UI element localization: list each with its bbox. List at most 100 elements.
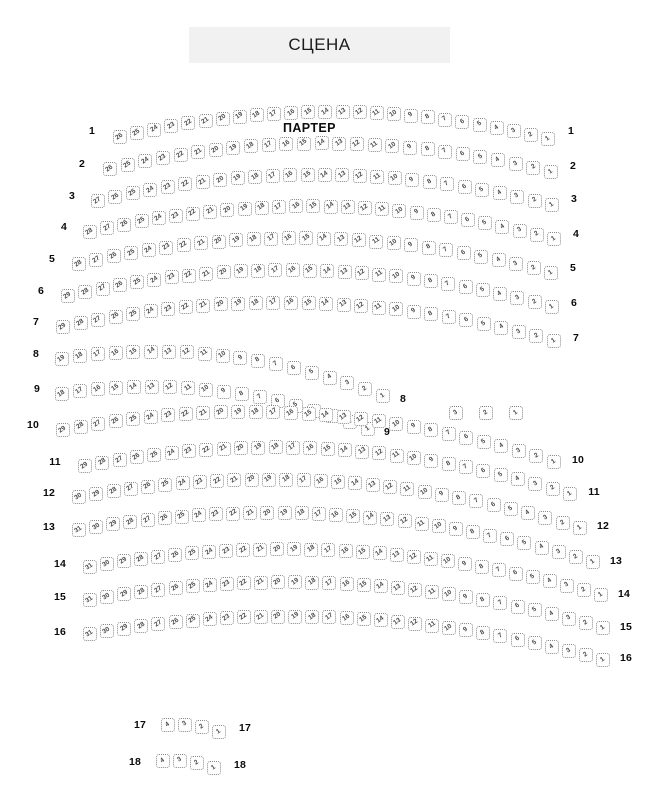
seat[interactable]: 18 [248,405,263,420]
seat[interactable]: 6 [459,313,474,328]
seat[interactable]: 1 [544,266,558,280]
seat[interactable]: 3 [173,753,187,768]
seat[interactable]: 18 [248,295,263,310]
seat[interactable]: 17 [322,576,337,591]
seat[interactable]: 8 [424,307,439,322]
seat[interactable]: 14 [320,264,335,279]
seat[interactable]: 3 [510,290,525,305]
seat[interactable]: 22 [226,506,241,521]
seat[interactable]: 23 [164,119,179,134]
seat[interactable]: 22 [181,116,196,131]
seat[interactable]: 15 [301,105,316,120]
seat[interactable]: 8 [476,626,491,641]
seat[interactable]: 24 [164,445,179,460]
seat[interactable]: 22 [176,238,191,253]
seat[interactable]: 4 [542,574,557,589]
seat[interactable]: 6 [510,632,525,647]
seat[interactable]: 13 [365,478,380,493]
seat[interactable]: 2 [529,329,544,344]
seat[interactable]: 10 [392,203,407,218]
seat[interactable]: 1 [545,198,559,212]
seat[interactable]: 9 [406,304,421,319]
seat[interactable]: 2 [527,295,542,310]
seat[interactable]: 2 [479,406,493,420]
seat[interactable]: 22 [178,300,193,315]
seat[interactable]: 1 [594,588,608,602]
seat[interactable]: 1 [547,334,561,348]
seat[interactable]: 22 [178,177,193,192]
seat[interactable]: 19 [288,609,303,624]
seat[interactable]: 5 [304,365,319,380]
seat[interactable]: 8 [251,353,266,368]
seat[interactable]: 14 [127,380,141,395]
seat[interactable]: 25 [158,477,173,492]
seat[interactable]: 5 [473,150,488,164]
seat[interactable]: 21 [254,575,268,590]
seat[interactable]: 2 [555,515,570,530]
seat[interactable]: 14 [318,105,333,119]
seat[interactable]: 9 [459,590,474,605]
seat[interactable]: 5 [478,216,493,231]
seat[interactable]: 20 [260,505,275,520]
seat[interactable]: 27 [151,582,166,597]
seat[interactable]: 11 [423,552,438,566]
seat[interactable]: 24 [138,154,153,169]
seat[interactable]: 31 [72,523,86,537]
seat[interactable]: 17 [311,507,326,522]
seat[interactable]: 15 [297,136,312,151]
seat[interactable]: 2 [576,583,591,598]
seat[interactable]: 31 [83,593,97,607]
seat[interactable]: 18 [268,440,283,455]
seat[interactable]: 7 [469,494,484,509]
seat[interactable]: 3 [449,406,463,420]
seat[interactable]: 13 [145,379,159,394]
seat[interactable]: 14 [314,136,329,151]
seat[interactable]: 17 [90,347,105,362]
seat[interactable]: 19 [237,201,252,216]
seat[interactable]: 5 [475,182,490,197]
seat[interactable]: 18 [72,349,87,364]
seat[interactable]: 12 [357,201,372,216]
seat[interactable]: 1 [573,521,587,535]
seat[interactable]: 5 [503,501,518,516]
seat[interactable]: 30 [100,624,115,639]
seat[interactable]: 17 [268,263,283,278]
seat[interactable]: 6 [486,497,501,512]
seat[interactable]: 4 [491,253,506,268]
seat[interactable]: 15 [356,611,371,626]
seat[interactable]: 25 [120,157,135,172]
seat[interactable]: 12 [163,380,177,395]
seat[interactable]: 18 [305,609,320,624]
seat[interactable]: 10 [386,236,401,251]
seat[interactable]: 22 [182,268,196,283]
seat[interactable]: 9 [434,487,449,502]
seat[interactable]: 5 [472,117,487,132]
seat[interactable]: 26 [117,217,132,232]
seat[interactable]: 16 [279,137,294,152]
seat[interactable]: 9 [404,108,419,123]
seat[interactable]: 28 [83,225,97,239]
seat[interactable]: 8 [424,274,438,288]
seat[interactable]: 9 [404,238,419,253]
seat[interactable]: 20 [271,575,286,590]
seat[interactable]: 7 [459,460,474,475]
seat[interactable]: 6 [456,246,471,261]
seat[interactable]: 26 [157,511,172,526]
seat[interactable]: 29 [117,621,132,636]
seat[interactable]: 21 [216,441,231,456]
seat[interactable]: 12 [351,233,366,248]
seat[interactable]: 22 [178,407,193,421]
seat[interactable]: 2 [358,382,373,397]
seat[interactable]: 1 [544,165,558,179]
seat[interactable]: 10 [407,450,422,465]
seat[interactable]: 13 [389,548,404,562]
seat[interactable]: 9 [409,205,424,220]
seat[interactable]: 16 [283,168,298,183]
seat[interactable]: 16 [303,441,318,456]
seat[interactable]: 27 [91,194,105,208]
seat[interactable]: 26 [108,190,123,204]
seat[interactable]: 26 [113,130,127,144]
seat[interactable]: 18 [305,575,320,590]
seat[interactable]: 24 [151,211,166,226]
seat[interactable]: 2 [578,648,593,663]
